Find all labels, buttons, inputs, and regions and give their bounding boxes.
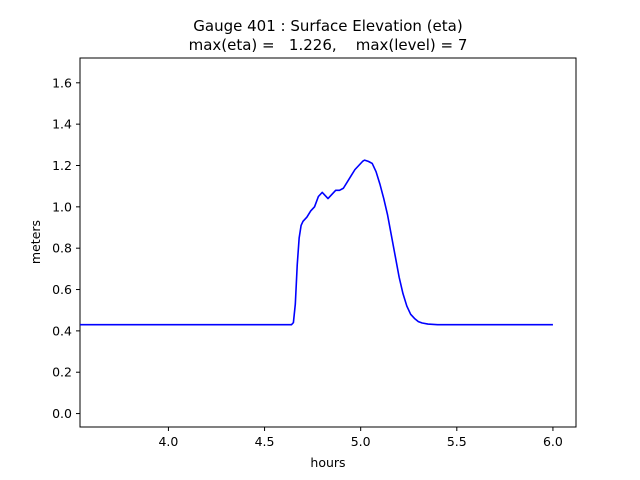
y-tick-label: 1.2	[52, 158, 72, 173]
x-tick-label: 5.0	[351, 434, 371, 449]
y-tick-label: 0.4	[52, 323, 72, 338]
x-tick-label: 4.5	[255, 434, 275, 449]
series-layer	[80, 159, 553, 326]
x-tick-label: 5.5	[447, 434, 467, 449]
chart-title: Gauge 401 : Surface Elevation (eta)	[193, 17, 462, 35]
y-tick-label: 1.4	[52, 117, 72, 132]
x-axis: 4.0 4.5 5.0 5.5 6.0	[158, 427, 563, 449]
y-tick-label: 0.0	[52, 406, 72, 421]
chart-subtitle: max(eta) = 1.226, max(level) = 7	[189, 36, 468, 54]
series-line	[80, 159, 553, 326]
y-tick-label: 1.6	[52, 75, 72, 90]
y-axis-label: meters	[28, 220, 43, 264]
y-tick-label: 0.6	[52, 282, 72, 297]
x-tick-label: 6.0	[543, 434, 563, 449]
plot-area	[79, 57, 577, 428]
x-axis-label: hours	[310, 455, 345, 470]
y-axis: 0.0 0.2 0.4 0.6 0.8 1.0 1.2 1.4 1.6	[52, 75, 80, 421]
x-tick-label: 4.0	[158, 434, 178, 449]
y-tick-label: 0.2	[52, 365, 72, 380]
y-tick-label: 1.0	[52, 199, 72, 214]
y-tick-label: 0.8	[52, 241, 72, 256]
